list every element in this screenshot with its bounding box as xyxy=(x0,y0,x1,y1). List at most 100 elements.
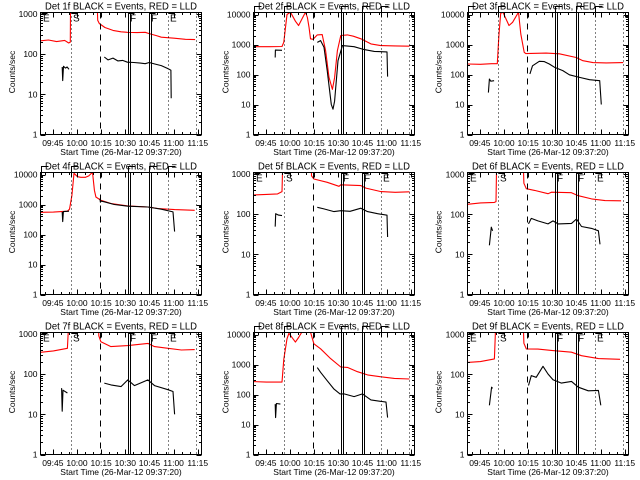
plot-frame xyxy=(40,172,202,295)
x-tick-label: 09:45 xyxy=(42,458,64,468)
y-tick-label: 1 xyxy=(460,450,465,460)
x-tick-label: 11:15 xyxy=(614,298,635,308)
flag-label: E xyxy=(43,334,50,345)
y-tick-label: 10 xyxy=(241,420,251,430)
flag-bracket xyxy=(71,166,79,177)
y-tick-label: 1000 xyxy=(19,329,38,339)
y-tick-label: 10 xyxy=(28,260,38,270)
flag-label: E xyxy=(470,174,477,185)
y-axis-title: Counts/sec xyxy=(7,210,17,253)
flag-bracket xyxy=(128,166,136,177)
x-axis-title: Start Time (26-Mar-12 09:37:20) xyxy=(273,467,395,477)
x-tick-label: 10:45 xyxy=(566,458,588,468)
plot-data-area xyxy=(467,172,622,246)
events-series-line xyxy=(317,206,389,238)
x-tick-label: 09:45 xyxy=(469,138,491,148)
y-axis-title: Counts/sec xyxy=(434,370,444,413)
lld-series-line xyxy=(253,172,410,196)
events-series-line xyxy=(488,386,494,406)
y-tick-label: 100 xyxy=(236,209,250,219)
events-series-line xyxy=(488,226,494,246)
flag-label: S xyxy=(73,14,80,25)
x-axis-title: Start Time (26-Mar-12 09:37:20) xyxy=(60,307,182,317)
flag-label: F xyxy=(578,334,584,345)
flag-bracket xyxy=(381,6,389,17)
x-tick-label: 10:00 xyxy=(66,458,88,468)
plot-data-area xyxy=(40,332,195,415)
y-tick-label: 1000 xyxy=(446,169,465,179)
flag-bracket xyxy=(498,6,506,17)
x-tick-label: 11:00 xyxy=(163,458,184,468)
events-series-line xyxy=(61,65,70,82)
x-tick-label: 10:45 xyxy=(566,298,588,308)
plot-data-area xyxy=(40,12,196,99)
y-tick-label: 1 xyxy=(33,290,38,300)
plot-data-area xyxy=(253,172,410,238)
flag-label: S xyxy=(500,334,507,345)
y-tick-label: 1000 xyxy=(232,169,251,179)
flag-bracket xyxy=(284,6,292,17)
y-tick-label: 10000 xyxy=(227,10,251,20)
x-tick-label: 09:45 xyxy=(469,458,491,468)
x-tick-label: 10:45 xyxy=(352,298,374,308)
x-tick-label: 11:00 xyxy=(163,138,184,148)
y-tick-label: 10 xyxy=(28,409,38,419)
flag-bracket xyxy=(381,326,389,337)
y-tick-label: 10 xyxy=(28,89,38,99)
x-tick-label: 09:45 xyxy=(255,138,277,148)
x-tick-label: 10:45 xyxy=(139,298,161,308)
flag-label: F xyxy=(130,334,136,345)
x-tick-label: 10:45 xyxy=(352,458,374,468)
x-tick-label: 11:15 xyxy=(187,138,208,148)
x-axis-title: Start Time (26-Mar-12 09:37:20) xyxy=(487,147,609,157)
panel-det-3: Det 3f BLACK = Events, RED = LLD 1 10 100 10… xyxy=(434,2,636,158)
plot-frame xyxy=(467,332,629,455)
y-tick-label: 1 xyxy=(246,450,251,460)
chart-title: Det 2f BLACK = Events, RED = LLD xyxy=(258,2,410,13)
y-tick-label: 1000 xyxy=(232,360,251,370)
lld-series-line xyxy=(467,172,622,205)
flag-bracket xyxy=(168,166,176,177)
lld-series-line xyxy=(40,12,196,44)
y-tick-label: 1 xyxy=(460,290,465,300)
y-tick-label: 1000 xyxy=(19,9,38,19)
x-tick-label: 10:45 xyxy=(566,138,588,148)
x-tick-label: 09:45 xyxy=(469,298,491,308)
chart-title: Det 8f BLACK = Events, RED = LLD xyxy=(258,322,410,333)
panel-det-4: Det 4f BLACK = Events, RED = LLD 1 10 100 10… xyxy=(7,162,208,318)
panel-det-2: Det 2f BLACK = Events, RED = LLD 1 10 100 10… xyxy=(220,2,421,158)
x-tick-label: 10:30 xyxy=(328,458,350,468)
x-tick-label: 10:30 xyxy=(542,298,564,308)
events-series-line xyxy=(61,210,70,223)
x-tick-label: 09:45 xyxy=(255,298,277,308)
y-tick-label: 1000 xyxy=(19,200,38,210)
x-tick-label: 10:15 xyxy=(304,458,326,468)
flag-bracket xyxy=(341,6,349,17)
lld-series-line xyxy=(253,332,410,383)
flag-bracket xyxy=(341,326,349,337)
flag-label: E xyxy=(170,334,177,345)
x-tick-label: 10:30 xyxy=(328,298,350,308)
plot-frame xyxy=(40,332,202,455)
y-axis-title: Counts/sec xyxy=(434,50,444,93)
y-tick-label: 10 xyxy=(455,409,465,419)
lld-series-line xyxy=(467,12,624,65)
flag-label: E xyxy=(470,334,477,345)
flag-bracket xyxy=(468,6,476,17)
events-series-line xyxy=(103,56,172,99)
x-tick-label: 10:15 xyxy=(304,298,326,308)
flag-label: F xyxy=(557,334,563,345)
flag-bracket xyxy=(254,326,262,337)
events-series-line xyxy=(529,60,602,105)
x-tick-label: 11:15 xyxy=(400,298,421,308)
x-tick-label: 10:00 xyxy=(279,298,301,308)
y-tick-label: 10000 xyxy=(441,10,465,20)
events-series-line xyxy=(61,388,68,412)
x-tick-label: 10:45 xyxy=(139,458,161,468)
flag-label: S xyxy=(500,174,507,185)
plot-data-area xyxy=(467,12,624,105)
y-tick-label: 10 xyxy=(241,249,251,259)
flag-label: F xyxy=(557,174,563,185)
chart-title: Det 3f BLACK = Events, RED = LLD xyxy=(472,2,624,13)
